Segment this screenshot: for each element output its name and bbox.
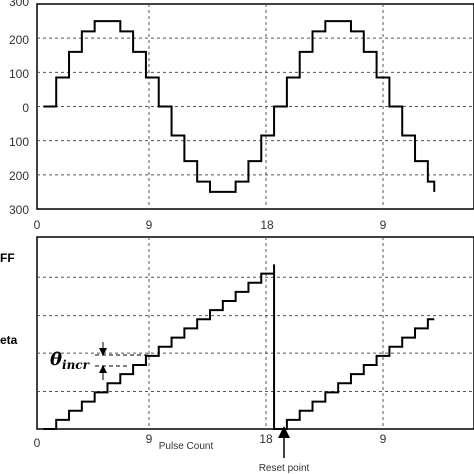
- bottom-x-tick-4: 9: [380, 432, 387, 446]
- top-x-tick-3: 9: [380, 218, 387, 232]
- bottom-grid: [37, 237, 474, 429]
- top-x-tick-0: 0: [34, 218, 41, 232]
- top-x-tick-1: 9: [146, 218, 153, 232]
- theta-subscript: incr: [62, 358, 91, 372]
- bottom-x-tick-1: 9: [146, 432, 153, 446]
- theta-increment-annotation: θincr: [50, 342, 150, 380]
- reset-point-annotation: Reset point: [259, 426, 310, 474]
- bottom-x-tick-0: 0: [34, 436, 41, 450]
- ff-label: FF: [0, 251, 15, 265]
- top-step-series: [43, 20, 436, 193]
- top-y-tick-0: 300: [9, 0, 29, 9]
- top-x-tick-2: 18: [260, 218, 274, 232]
- x-axis-label: Pulse Count: [159, 441, 214, 452]
- top-panel: 300 200 100 0 100 200 300 0 9 18 9: [9, 0, 474, 232]
- top-y-tick-5: 200: [9, 169, 29, 183]
- reset-point-label: Reset point: [259, 463, 310, 474]
- top-y-tick-6: 300: [9, 203, 29, 217]
- bottom-x-ticks: 0 9 Pulse Count 18 9: [34, 432, 387, 452]
- top-y-tick-1: 200: [9, 33, 29, 47]
- top-y-tick-2: 100: [9, 67, 29, 81]
- top-y-tick-4: 100: [9, 135, 29, 149]
- top-grid: [37, 4, 474, 209]
- theta-incr-label: θincr: [50, 349, 91, 372]
- theta-symbol: θ: [50, 349, 62, 370]
- top-x-ticks: 0 9 18 9: [34, 218, 387, 232]
- top-y-ticks: 300 200 100 0 100 200 300: [9, 0, 29, 217]
- bottom-step-series: [43, 264, 435, 430]
- theta-side-label: eta: [0, 333, 18, 347]
- top-y-tick-3: 0: [22, 101, 29, 115]
- bottom-x-tick-3: 18: [259, 432, 273, 446]
- bottom-panel: FF eta 0 9 Pulse Count 18 9 θincr Reset …: [0, 236, 474, 474]
- bottom-plot-frame: [36, 236, 474, 430]
